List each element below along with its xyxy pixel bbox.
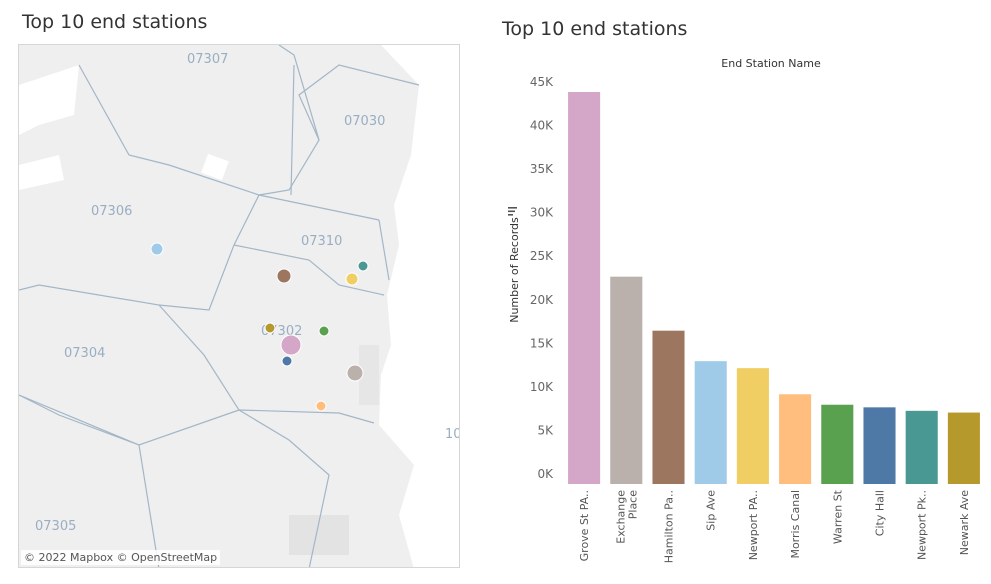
- station-marker[interactable]: [264, 322, 276, 334]
- bars: [568, 92, 980, 484]
- map-canvas[interactable]: 07307 07030 07306 07310 07302 07304 0730…: [19, 45, 460, 568]
- y-axis: 0K 5K 10K 15K 20K 25K 30K 35K 40K 45K: [530, 75, 554, 481]
- bar[interactable]: [905, 410, 938, 484]
- y-tick-label: 35K: [530, 162, 554, 176]
- zip-label: 07030: [344, 114, 385, 129]
- station-map[interactable]: 07307 07030 07306 07310 07302 07304 0730…: [18, 44, 460, 568]
- station-marker[interactable]: [276, 268, 292, 284]
- bar[interactable]: [694, 361, 727, 484]
- map-attribution[interactable]: © 2022 Mapbox © OpenStreetMap: [21, 550, 221, 565]
- bar[interactable]: [779, 394, 812, 484]
- y-tick-label: 25K: [530, 249, 554, 263]
- zip-boundaries: [19, 45, 420, 567]
- zip-label: 07304: [64, 346, 105, 361]
- chart-title: Top 10 end stations: [502, 18, 688, 40]
- y-tick-label: 20K: [530, 293, 554, 307]
- zip-label: 10: [445, 427, 460, 442]
- station-marker[interactable]: [357, 260, 369, 272]
- station-marker[interactable]: [150, 242, 164, 256]
- y-tick-label: 10K: [530, 380, 554, 394]
- bar[interactable]: [568, 92, 601, 484]
- x-tick-label: Newark Ave: [958, 490, 971, 556]
- bar[interactable]: [736, 368, 769, 484]
- bar[interactable]: [610, 276, 643, 484]
- x-tick-label: Exchange: [614, 490, 627, 544]
- station-marker[interactable]: [280, 334, 302, 356]
- map-water-river: [379, 45, 459, 567]
- zip-label: 07305: [35, 519, 76, 534]
- x-tick-label: Morris Canal: [789, 490, 802, 559]
- zip-label: 07306: [91, 204, 132, 219]
- y-tick-label: 15K: [530, 336, 554, 350]
- station-marker[interactable]: [281, 355, 293, 367]
- bar[interactable]: [947, 412, 980, 484]
- x-tick-label: Newport Pk..: [916, 490, 929, 560]
- x-axis: Grove St PA.. Exchange Place Hamilton Pa.. S…: [578, 489, 971, 563]
- x-tick-label: Sip Ave: [705, 490, 718, 531]
- map-water-canal: [19, 155, 64, 190]
- bar[interactable]: [652, 330, 685, 484]
- map-title: Top 10 end stations: [22, 11, 208, 33]
- sort-icon[interactable]: [508, 207, 517, 216]
- x-tick-label: Newport PA..: [747, 490, 760, 560]
- x-tick-label: Place: [626, 490, 639, 519]
- map-land: [19, 45, 459, 567]
- x-tick-label: Hamilton Pa..: [663, 490, 676, 563]
- station-markers[interactable]: [150, 242, 369, 412]
- bar[interactable]: [863, 407, 896, 484]
- zip-label: 07307: [187, 52, 228, 67]
- y-tick-label: 0K: [537, 467, 554, 481]
- map-water-inlet: [19, 65, 79, 135]
- column-header: End Station Name: [721, 57, 821, 70]
- zip-label: 07310: [301, 234, 342, 249]
- x-tick-label: Warren St: [831, 489, 844, 544]
- map-block: [359, 345, 379, 405]
- station-marker[interactable]: [345, 272, 359, 286]
- bar[interactable]: [821, 404, 854, 484]
- y-axis-title: Number of Records: [508, 217, 521, 323]
- y-tick-label: 45K: [530, 75, 554, 89]
- x-tick-label: Grove St PA..: [578, 490, 591, 561]
- y-tick-label: 5K: [537, 423, 554, 437]
- station-marker[interactable]: [346, 364, 364, 382]
- y-tick-label: 30K: [530, 206, 554, 220]
- station-marker[interactable]: [315, 400, 327, 412]
- x-tick-label: City Hall: [874, 490, 887, 536]
- map-block: [201, 153, 229, 181]
- station-marker[interactable]: [318, 325, 330, 337]
- y-tick-label: 40K: [530, 119, 554, 133]
